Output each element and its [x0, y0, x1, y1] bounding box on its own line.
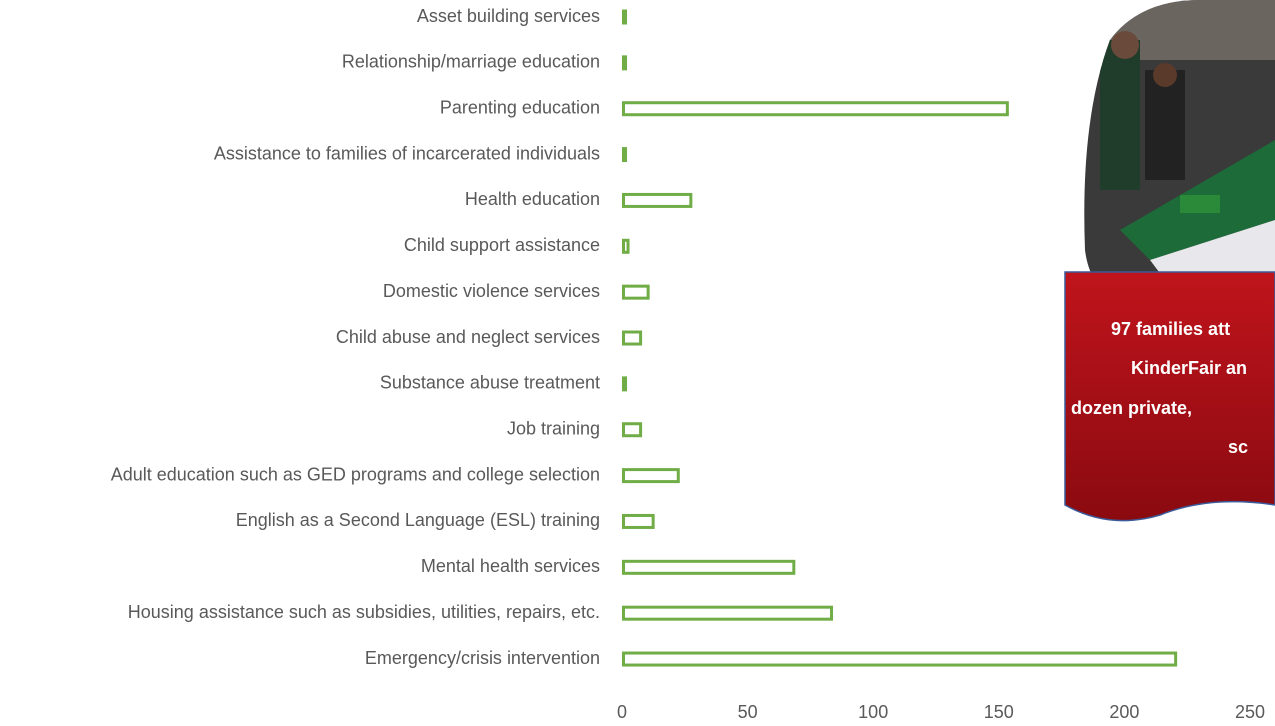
- bar: [622, 559, 796, 575]
- callout-text: KinderFair an: [1131, 358, 1247, 378]
- y-tick-label: Housing assistance such as subsidies, ut…: [128, 602, 600, 622]
- y-tick-label: Job training: [507, 418, 600, 438]
- bar: [622, 513, 655, 529]
- photo: [1084, 0, 1275, 300]
- y-tick-label: Emergency/crisis intervention: [365, 648, 600, 668]
- x-tick-label: 200: [1109, 702, 1139, 722]
- bar: [622, 9, 628, 25]
- bar: [622, 468, 680, 484]
- y-tick-label: Asset building services: [417, 6, 600, 26]
- y-tick-label: Relationship/marriage education: [342, 52, 600, 72]
- callout-text: 97 families att: [1111, 319, 1230, 339]
- y-tick-label: Child support assistance: [404, 235, 600, 255]
- y-tick-label: Mental health services: [421, 556, 600, 576]
- bar: [622, 101, 1009, 117]
- bar: [622, 330, 643, 346]
- x-tick-label: 50: [738, 702, 758, 722]
- callout-text: sc: [1228, 437, 1248, 457]
- y-tick-label: Substance abuse treatment: [380, 373, 600, 393]
- bar: [622, 605, 834, 621]
- bar: [622, 147, 628, 163]
- y-tick-label: Health education: [465, 189, 600, 209]
- bar: [622, 284, 650, 300]
- x-tick-label: 250: [1235, 702, 1265, 722]
- callout-text: dozen private,: [1071, 398, 1192, 418]
- x-tick-label: 100: [858, 702, 888, 722]
- y-tick-label: English as a Second Language (ESL) train…: [236, 510, 600, 530]
- bar: [622, 238, 630, 254]
- x-tick-label: 150: [984, 702, 1014, 722]
- y-tick-label: Parenting education: [440, 97, 600, 117]
- bar: [622, 422, 643, 438]
- y-tick-label: Adult education such as GED programs and…: [111, 464, 600, 484]
- callout: [1064, 271, 1275, 522]
- y-tick-label: Child abuse and neglect services: [336, 327, 600, 347]
- x-tick-label: 0: [617, 702, 627, 722]
- y-tick-label: Domestic violence services: [383, 281, 600, 301]
- bar: [622, 651, 1178, 667]
- bar: [622, 376, 628, 392]
- bar: [622, 55, 628, 71]
- bar: [622, 192, 693, 208]
- y-tick-label: Assistance to families of incarcerated i…: [214, 143, 600, 163]
